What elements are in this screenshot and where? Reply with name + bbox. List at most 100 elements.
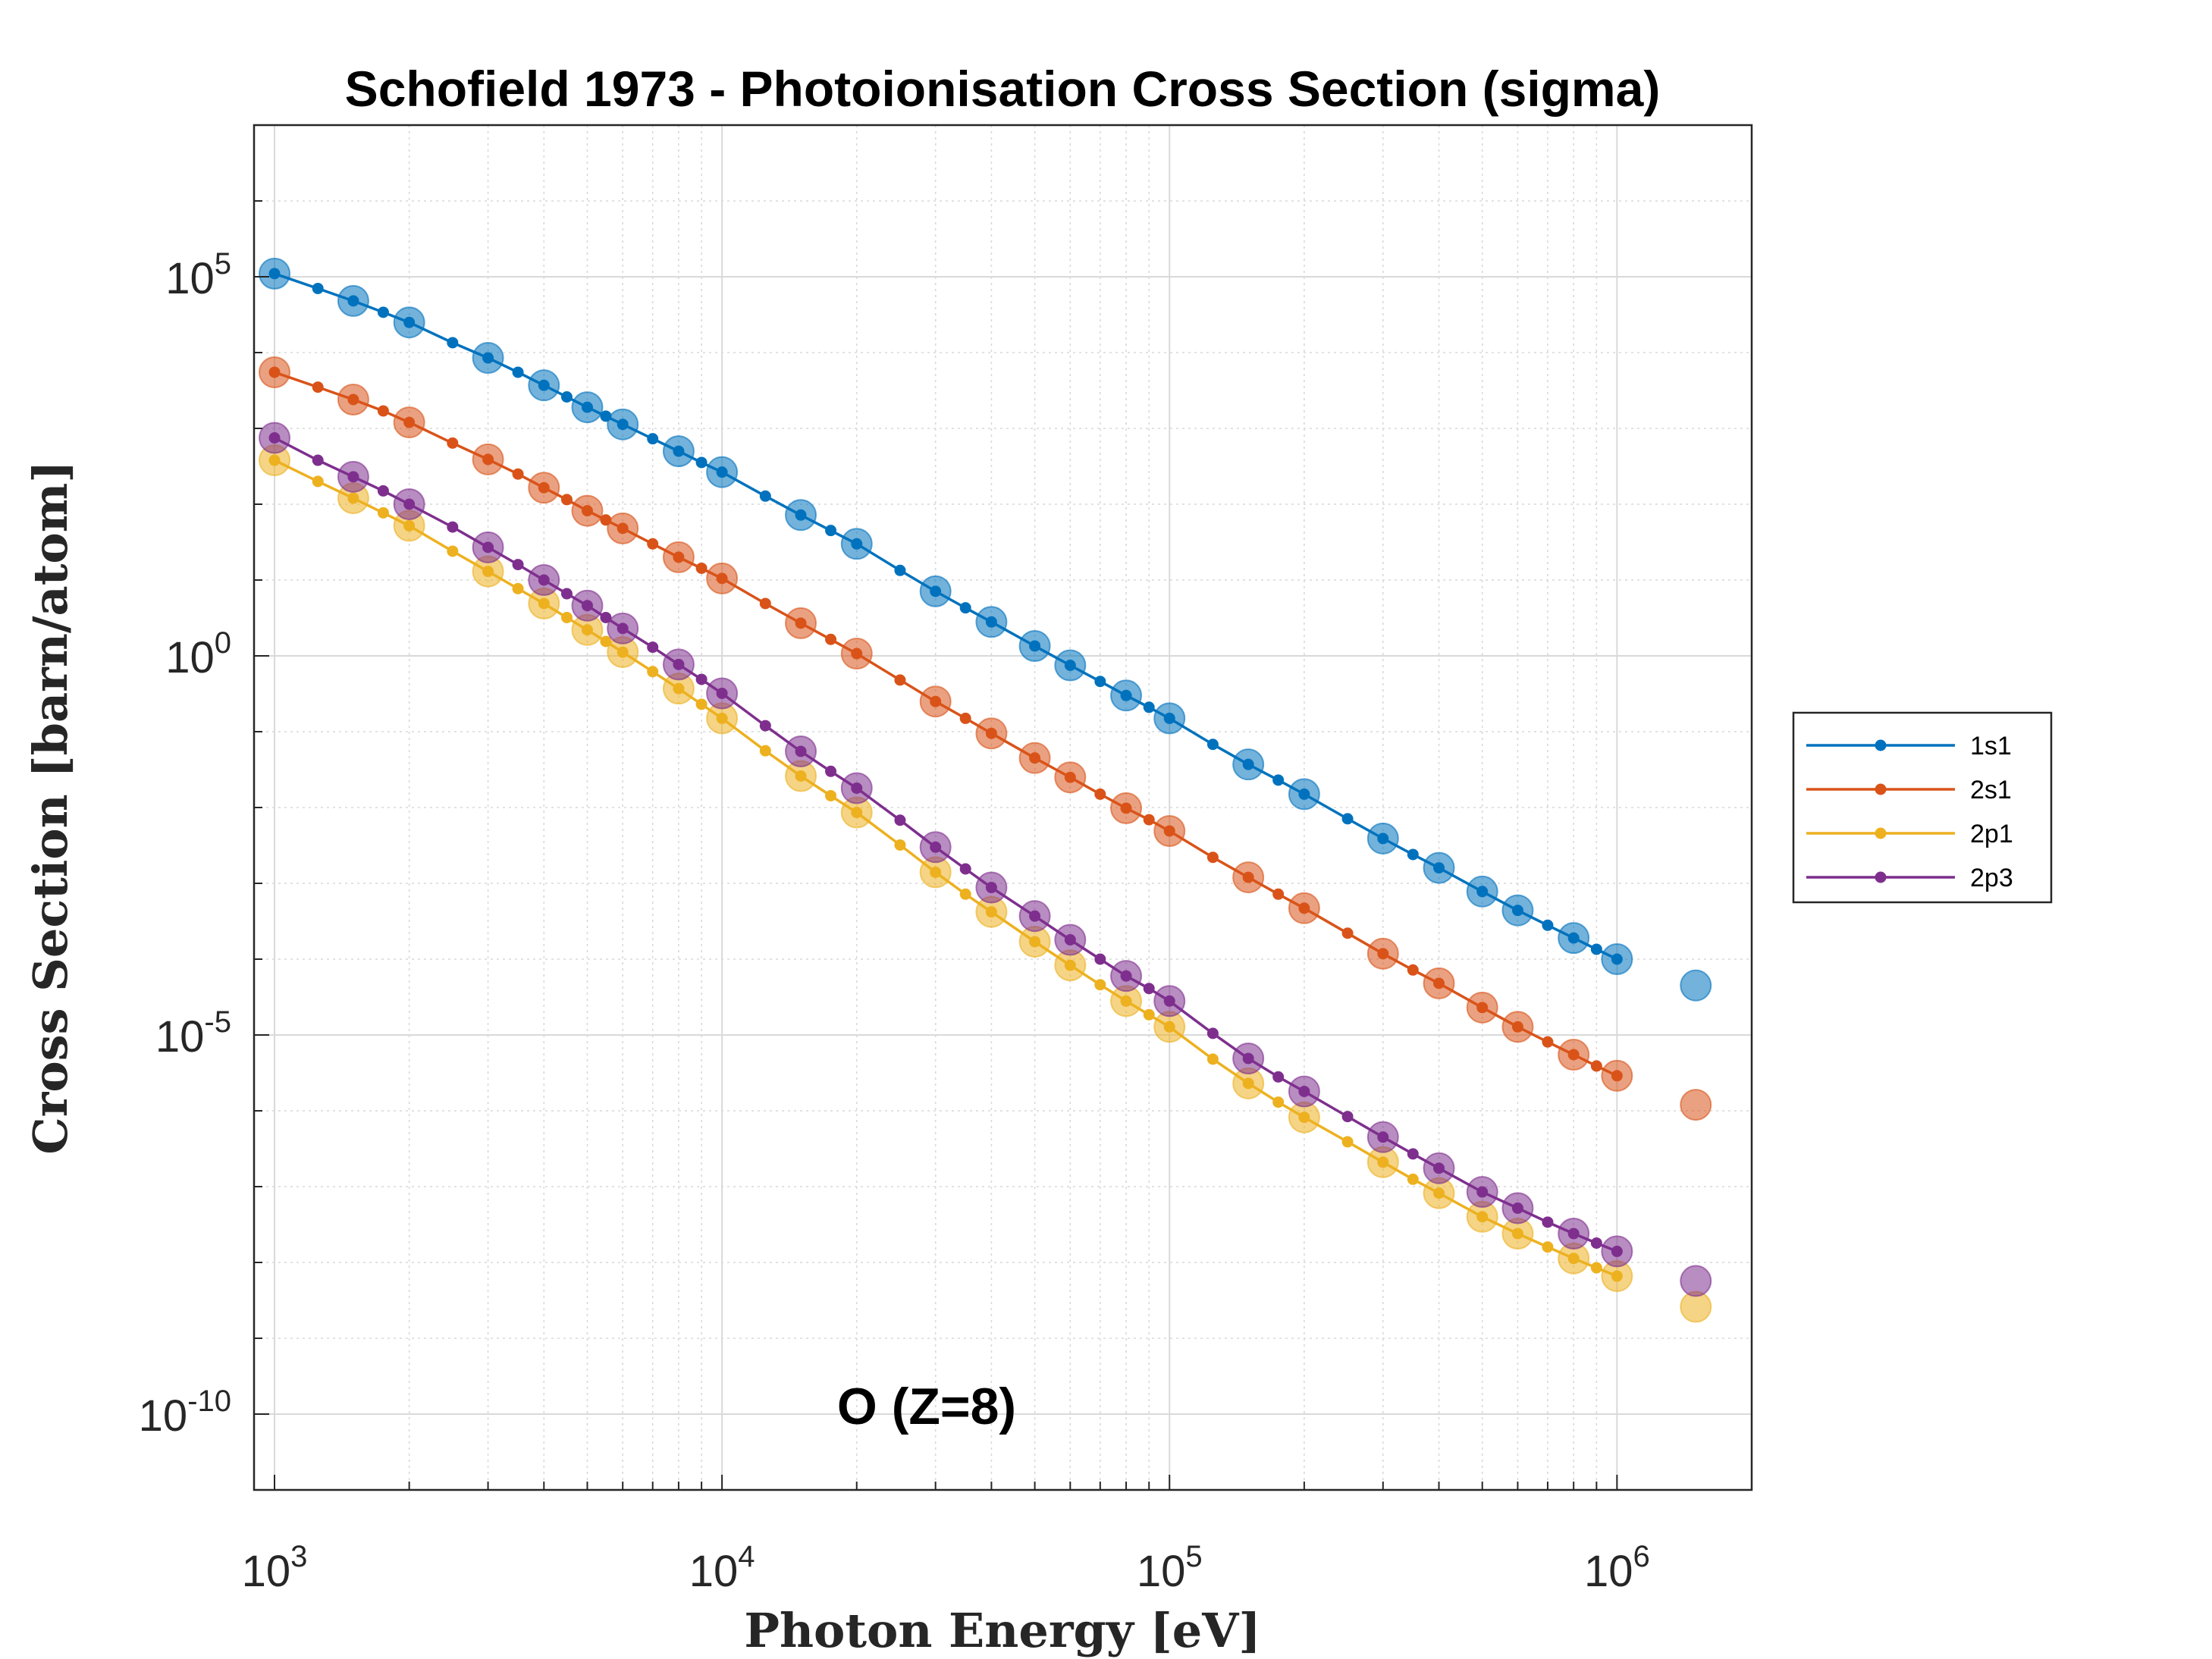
series-point-2p3 [1542,1216,1554,1228]
series-point-2p3 [1143,983,1155,995]
series-marker-2s1 [1601,1059,1633,1092]
series-marker-2s1 [259,356,291,388]
series-point-2s1 [512,468,524,480]
series-point-2p1 [959,888,971,900]
series-marker-2p3 [1601,1235,1633,1268]
series-point-1s1 [825,525,837,537]
series-marker-1s1 [662,435,695,468]
series-marker-2p3 [1110,960,1143,993]
series-point-1s1 [512,366,524,378]
series-point-2s1 [1094,788,1106,800]
series-marker-2s1 [1018,742,1051,774]
series-point-2p1 [894,839,906,851]
series-marker-2s1 [1466,991,1498,1024]
series-point-2p1 [1590,1262,1602,1274]
series-point-1s1 [1094,676,1106,688]
series-point-2s1 [447,437,459,449]
series-marker-2p3 [337,460,369,493]
legend-item-2s1: 2s1 [1806,776,2012,804]
legend-item-2p3: 2p3 [1806,864,2013,892]
series-marker-2s1 [1501,1011,1534,1043]
series-marker-2s1 [1680,1089,1712,1121]
series-layer [259,257,1712,1323]
series-2s1 [259,356,1712,1121]
series-point-2p3 [1206,1027,1219,1040]
legend-swatch-marker [1875,783,1887,795]
series-point-2p1 [447,545,459,557]
series-point-1s1 [1590,943,1602,955]
series-marker-2s1 [607,512,639,544]
series-point-2s1 [560,494,573,506]
series-point-2p3 [1094,953,1106,965]
series-point-1s1 [1407,848,1419,861]
series-point-1s1 [1341,813,1354,825]
series-marker-2p3 [1054,924,1087,956]
series-marker-1s1 [1054,649,1087,682]
chart-title: Schofield 1973 - Photoionisation Cross S… [345,61,1661,117]
series-point-2p1 [600,635,612,648]
series-point-1s1 [759,490,771,502]
series-marker-1s1 [1601,943,1633,975]
series-point-2p1 [312,475,324,488]
series-marker-2p3 [840,772,873,804]
series-point-2s1 [377,405,389,417]
series-point-1s1 [1542,919,1554,931]
series-point-2s1 [1590,1060,1602,1072]
series-point-1s1 [1272,774,1285,786]
series-marker-2p3 [571,589,604,622]
series-point-2p3 [377,485,389,497]
element-annotation: O (Z=8) [837,1378,1016,1435]
series-2p3 [259,422,1712,1297]
legend: 1s1 2s1 2p1 2p3 [1792,711,2053,904]
series-point-2p1 [759,745,771,757]
series-marker-2p3 [1501,1192,1534,1225]
series-1s1 [259,257,1712,1002]
series-point-2p3 [312,454,324,466]
series-marker-2p3 [528,564,560,596]
x-tick-label: 103 [242,1540,308,1596]
series-marker-2s1 [571,494,604,527]
series-point-1s1 [1206,739,1219,751]
series-marker-1s1 [706,456,739,488]
series-point-2p1 [1272,1096,1285,1109]
series-marker-2p3 [1423,1152,1455,1184]
x-tick-label: 104 [689,1540,755,1596]
series-marker-1s1 [1366,822,1399,855]
series-marker-2p3 [1288,1075,1320,1108]
series-marker-2p3 [607,612,639,644]
series-marker-1s1 [1153,702,1186,735]
series-marker-2s1 [1110,792,1143,824]
series-point-1s1 [647,433,659,445]
series-point-2p1 [1542,1241,1554,1253]
series-marker-1s1 [1232,748,1265,781]
series-point-2p1 [1407,1173,1419,1185]
series-marker-1s1 [1110,679,1143,712]
series-point-2p3 [1272,1071,1285,1083]
series-point-2p3 [1341,1111,1354,1123]
series-marker-2s1 [662,541,695,573]
series-point-1s1 [695,456,708,469]
y-axis-label: Cross Section [barn/atom] [23,460,78,1154]
series-point-2p3 [894,814,906,826]
series-point-2s1 [647,538,659,550]
series-point-2s1 [1407,964,1419,976]
series-point-2s1 [1206,851,1219,864]
legend-swatch-marker [1875,871,1887,883]
series-marker-2p3 [975,871,1008,904]
series-marker-2s1 [785,607,817,639]
series-marker-2p3 [472,531,504,563]
series-point-2s1 [695,562,708,574]
x-axis-label: Photon Energy [eV] [744,1603,1260,1658]
series-marker-1s1 [1466,875,1498,908]
series-marker-1s1 [1558,922,1590,955]
series-marker-1s1 [472,342,504,375]
series-marker-2s1 [840,638,873,670]
series-marker-1s1 [528,369,560,402]
series-marker-1s1 [1288,778,1320,811]
series-point-2p3 [512,559,524,571]
series-point-1s1 [447,337,459,349]
series-marker-2p3 [393,488,425,520]
series-marker-2s1 [1153,814,1186,847]
legend-label: 2p3 [1970,864,2013,892]
